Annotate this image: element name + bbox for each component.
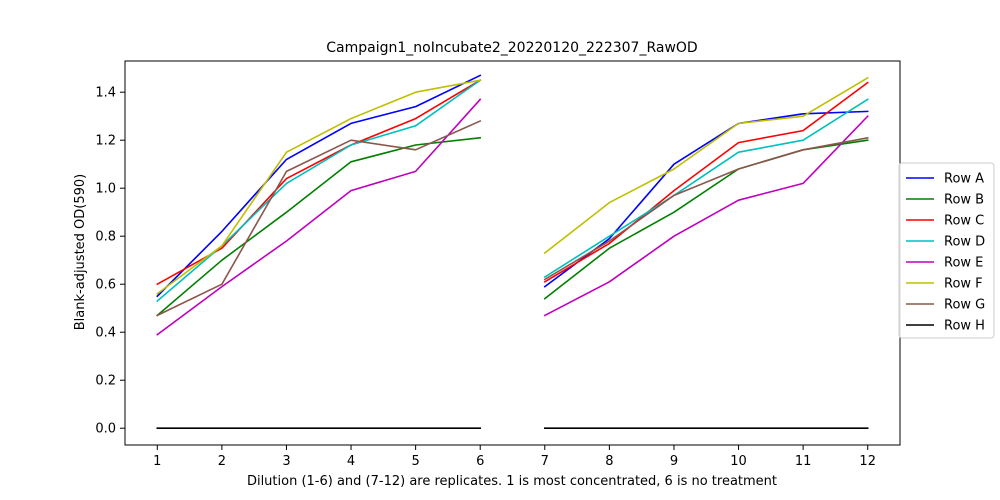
series-line-row-d-segment-2 <box>543 98 869 279</box>
y-tick-label: 0.0 <box>95 422 116 437</box>
legend: Row A Row B Row C Row D Row E Row F Row G Row H <box>898 162 995 339</box>
chart-title: Campaign1_noIncubate2_20220120_222307_Ra… <box>326 40 697 56</box>
legend-entry: Row G <box>944 298 985 313</box>
plot-lines <box>156 74 869 430</box>
legend-entry: Row D <box>944 235 985 250</box>
x-tick-label: 2 <box>218 454 226 469</box>
legend-entry: Row C <box>944 214 984 229</box>
series-line-row-b-segment-2 <box>543 139 869 300</box>
series-line-row-g-segment-1 <box>156 119 482 317</box>
series-line-row-c-segment-2 <box>543 81 869 283</box>
x-tick-label: 4 <box>347 454 355 469</box>
axes: 1 2 3 4 5 6 7 8 9 10 11 120.00.20.40.60.81.01.21.4 <box>95 60 901 469</box>
legend-entry: Row E <box>944 256 983 271</box>
legend-box <box>898 162 995 339</box>
legend-entry: Row B <box>944 193 984 208</box>
y-tick-label: 1.4 <box>95 86 116 101</box>
x-tick-label: 3 <box>282 454 290 469</box>
series-line-row-g-segment-2 <box>543 136 869 281</box>
x-tick-label: 6 <box>476 454 484 469</box>
x-tick-label: 5 <box>411 454 419 469</box>
y-tick-label: 0.8 <box>95 230 116 245</box>
x-tick-label: 8 <box>605 454 613 469</box>
series-line-row-c-segment-1 <box>156 79 482 286</box>
y-tick-label: 0.2 <box>95 374 116 389</box>
series-line-row-f-segment-2 <box>543 76 869 255</box>
legend-entry: Row H <box>944 319 985 334</box>
series-line-row-b-segment-1 <box>156 136 482 317</box>
series-line-row-d-segment-1 <box>156 79 482 303</box>
y-tick-label: 0.6 <box>95 278 116 293</box>
x-tick-label: 10 <box>730 454 747 469</box>
series-line-row-f-segment-1 <box>156 79 482 295</box>
y-tick-label: 1.2 <box>95 134 116 149</box>
x-tick-label: 11 <box>795 454 812 469</box>
x-axis-label: Dilution (1-6) and (7-12) are replicates… <box>247 474 777 489</box>
series-line-row-e-segment-2 <box>543 115 869 317</box>
legend-entry: Row F <box>944 277 983 292</box>
y-axis-label: Blank-adjusted OD(590) <box>73 174 88 330</box>
series-line-row-a-segment-1 <box>156 74 482 298</box>
y-tick-label: 1.0 <box>95 182 116 197</box>
x-tick-label: 9 <box>670 454 678 469</box>
series-line-row-e-segment-1 <box>156 98 482 336</box>
y-tick-label: 0.4 <box>95 326 116 341</box>
x-tick-label: 7 <box>541 454 549 469</box>
x-tick-label: 12 <box>859 454 876 469</box>
x-tick-label: 1 <box>153 454 161 469</box>
legend-entry: Row A <box>944 172 984 187</box>
